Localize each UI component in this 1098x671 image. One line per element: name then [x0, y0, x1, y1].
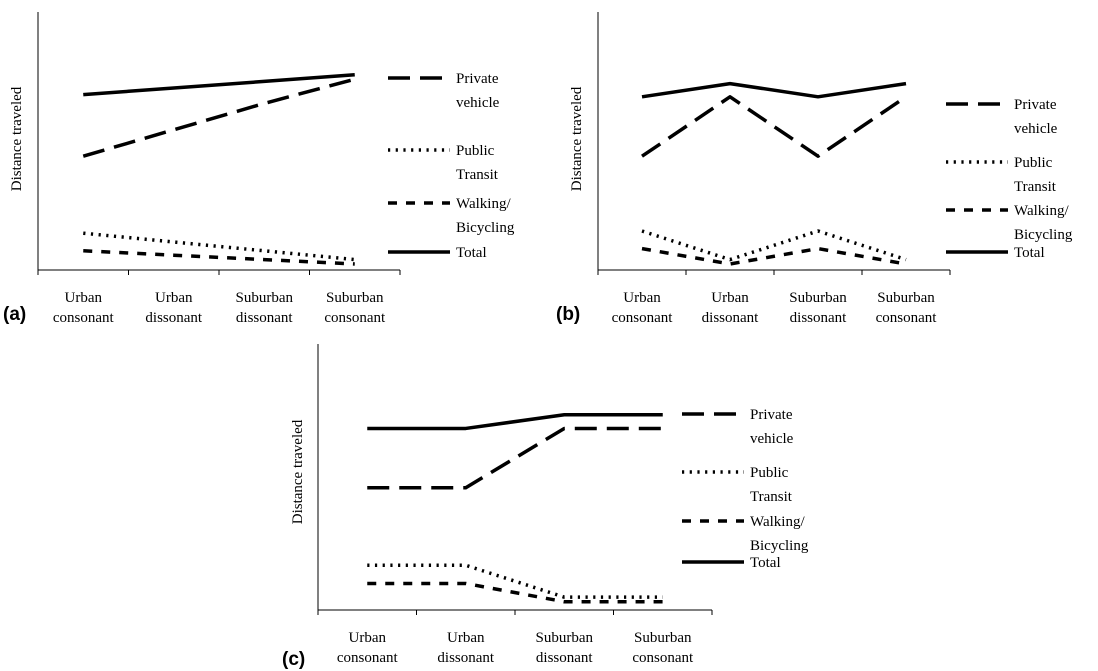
- legend-entry: Total: [388, 245, 487, 261]
- legend-label: Walking/Bicycling: [1014, 203, 1073, 243]
- series-line-total: [641, 81, 907, 99]
- legend-entry: Public Transit: [388, 143, 499, 183]
- x-tick-label: Suburban dissonant: [536, 630, 594, 666]
- series-line-walking-bicycling: [83, 249, 355, 266]
- legend-label: Public Transit: [1014, 155, 1057, 195]
- x-tick-label: Urban consonant: [53, 290, 115, 326]
- legend-entry: Private vehicle: [388, 71, 500, 111]
- legend-label: Private vehicle: [456, 71, 500, 111]
- legend-entry: Total: [946, 245, 1045, 261]
- y-axis-label: Distance traveled: [9, 86, 25, 191]
- series-line-walking-bicycling: [641, 246, 907, 266]
- panel-label: (c): [282, 649, 305, 670]
- x-tick-label: Suburban dissonant: [789, 290, 847, 326]
- legend-entry: Walking/Bicycling: [682, 514, 809, 554]
- legend-entry: Total: [682, 555, 781, 571]
- legend-label: Walking/Bicycling: [456, 196, 515, 236]
- x-tick-label: Suburban dissonant: [236, 290, 294, 326]
- chart-panel-c: Distance traveled Urban consonant Urban diss…: [282, 344, 809, 670]
- x-tick-label: Urban consonant: [337, 630, 399, 666]
- x-tick-label: Urban consonant: [612, 290, 674, 326]
- legend-label: Private vehicle: [750, 407, 794, 447]
- chart-panel-b: Distance traveled Urban consonant Urban diss…: [556, 12, 1073, 326]
- legend-entry: Private vehicle: [946, 97, 1058, 137]
- y-axis-label: Distance traveled: [569, 86, 585, 191]
- legend-label: Private vehicle: [1014, 97, 1058, 137]
- x-tick-label: Suburban consonant: [632, 630, 694, 666]
- legend-label: Total: [456, 245, 487, 261]
- legend-label: Public Transit: [456, 143, 499, 183]
- legend-entry: Public Transit: [946, 155, 1057, 195]
- series-line-public-transit: [641, 229, 907, 262]
- series-line-private-vehicle: [641, 95, 907, 158]
- x-tick-label: Suburban consonant: [876, 290, 938, 326]
- x-tick-label: Suburban consonant: [324, 290, 386, 326]
- series-line-total: [83, 73, 355, 97]
- series-line-private-vehicle: [82, 77, 356, 158]
- series-line-walking-bicycling: [367, 581, 663, 604]
- chart-panel-a: Distance traveled Urban consonant Urban diss…: [3, 12, 515, 326]
- x-tick-label: Urban dissonant: [437, 630, 495, 666]
- series-line-public-transit: [83, 231, 355, 262]
- legend-label: Walking/Bicycling: [750, 514, 809, 554]
- panel-label: (a): [3, 304, 26, 325]
- legend-label: Total: [1014, 245, 1045, 261]
- legend-entry: Public Transit: [682, 465, 793, 505]
- legend-entry: Private vehicle: [682, 407, 794, 447]
- y-axis-label: Distance traveled: [290, 419, 306, 524]
- legend-label: Total: [750, 555, 781, 571]
- legend-entry: Walking/Bicycling: [946, 203, 1073, 243]
- x-tick-label: Urban dissonant: [702, 290, 760, 326]
- panel-label: (b): [556, 304, 580, 325]
- legend-label: Public Transit: [750, 465, 793, 505]
- series-line-private-vehicle: [367, 426, 663, 490]
- series-line-total: [367, 413, 663, 431]
- x-tick-label: Urban dissonant: [145, 290, 203, 326]
- legend-entry: Walking/Bicycling: [388, 196, 515, 236]
